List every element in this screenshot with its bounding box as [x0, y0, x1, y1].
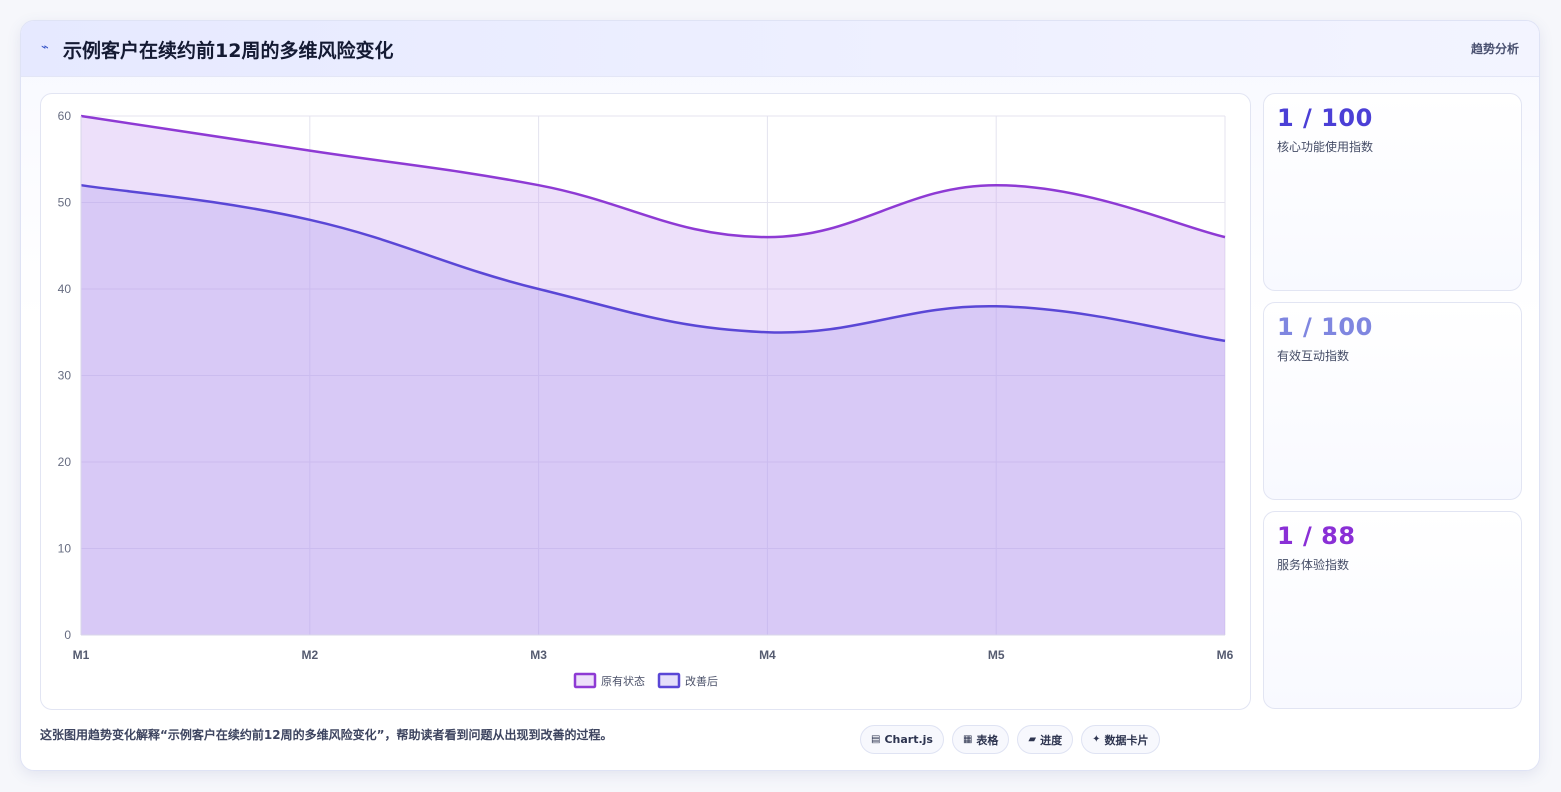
y-tick-label: 10 [58, 542, 72, 556]
stat-value: 1 / 100 [1277, 313, 1373, 341]
y-tick-label: 30 [58, 369, 72, 383]
legend-label-1: 原有状态 [601, 674, 645, 688]
area-chart: 0 10 20 30 40 50 60 M1 M2 M3 M4 M5 M6 原有状态 改善后 [58, 109, 1234, 689]
x-tick-label: M3 [530, 648, 547, 662]
chip-label: Chart.js [884, 733, 933, 746]
y-tick-label: 60 [58, 109, 72, 123]
stat-label: 有效互动指数 [1277, 349, 1350, 363]
legend-swatch-1 [573, 672, 597, 689]
legend-swatch-2 [657, 672, 681, 689]
x-tick-label: M4 [759, 648, 776, 662]
chip-label: 进度 [1040, 733, 1063, 747]
progress-icon: ▰ [1028, 734, 1037, 745]
x-tick-label: M6 [1217, 648, 1234, 662]
chip-progress[interactable]: ▰ 进度 [1017, 725, 1074, 754]
chip-row: ▤ Chart.js ▦ 表格 ▰ 进度 ✦ 数据卡片 [860, 725, 1160, 754]
report-card: ⌁ 示例客户在续约前12周的多维风险变化 趋势分析 0 10 20 30 40 50 60 M… [20, 20, 1540, 771]
stat-value: 1 / 88 [1277, 522, 1356, 550]
series-area-1 [81, 116, 1225, 635]
stat-label: 服务体验指数 [1277, 558, 1350, 572]
stat-card-service: 1 / 88 服务体验指数 [1263, 511, 1522, 709]
stat-card-interaction: 1 / 100 有效互动指数 [1263, 302, 1522, 500]
stat-value: 1 / 100 [1277, 104, 1373, 132]
x-tick-label: M1 [73, 648, 90, 662]
trend-analysis-tag: 趋势分析 [1470, 42, 1519, 56]
y-tick-label: 20 [58, 455, 72, 469]
series-area-2 [81, 185, 1225, 635]
chart-icon: ▤ [871, 734, 881, 745]
legend-label-2: 改善后 [685, 674, 718, 688]
card-header: ⌁ 示例客户在续约前12周的多维风险变化 趋势分析 [21, 21, 1539, 77]
chip-table[interactable]: ▦ 表格 [951, 725, 1010, 754]
chart-caption: 这张图用趋势变化解释“示例客户在续约前12周的多维风险变化”，帮助读者看到问题从… [40, 728, 613, 742]
chart-panel: 0 10 20 30 40 50 60 M1 M2 M3 M4 M5 M6 原有状态 改善后 [40, 93, 1251, 710]
chip-data-card[interactable]: ✦ 数据卡片 [1081, 725, 1160, 754]
series-line-1 [80, 114, 1226, 239]
y-tick-label: 0 [64, 628, 71, 642]
stat-card-core-usage: 1 / 100 核心功能使用指数 [1263, 93, 1522, 291]
page-title: 示例客户在续约前12周的多维风险变化 [63, 40, 394, 62]
y-tick-label: 40 [58, 282, 72, 296]
table-icon: ▦ [962, 734, 973, 745]
chip-chartjs[interactable]: ▤ Chart.js [860, 725, 944, 754]
x-tick-label: M2 [301, 648, 318, 662]
chip-label: 数据卡片 [1104, 733, 1149, 747]
series-line-2 [80, 183, 1226, 343]
sparkle-icon: ✦ [1092, 734, 1101, 745]
stat-label: 核心功能使用指数 [1277, 140, 1374, 154]
trend-icon: ⌁ [41, 40, 49, 55]
x-tick-label: M5 [988, 648, 1005, 662]
chip-label: 表格 [976, 733, 999, 747]
y-tick-label: 50 [58, 196, 72, 210]
